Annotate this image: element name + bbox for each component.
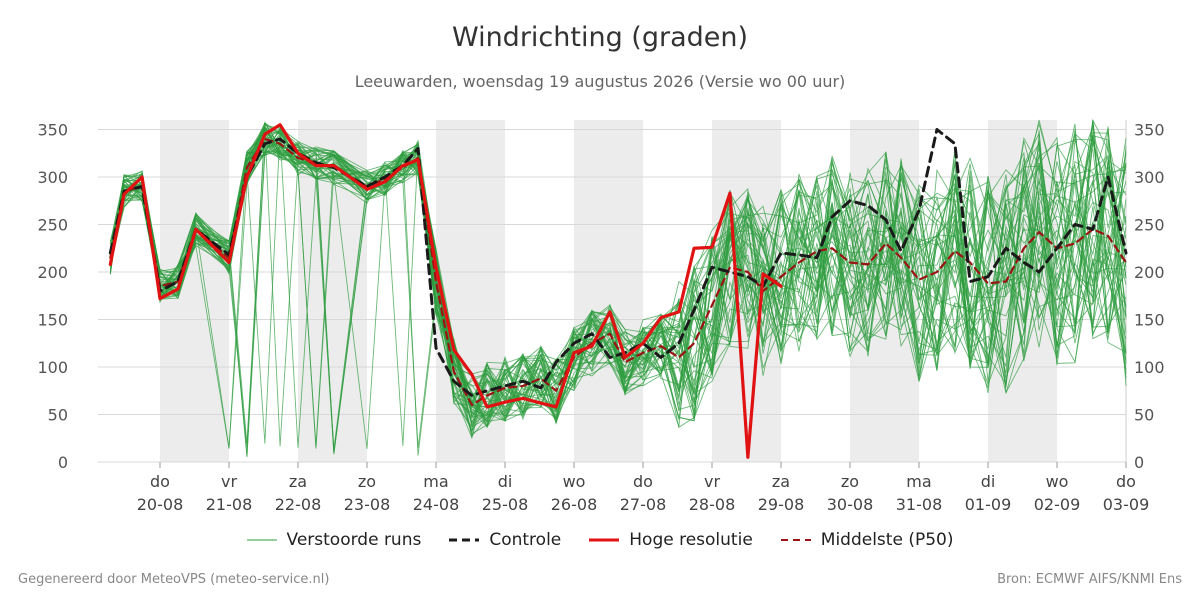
x-tick-date: 31-08	[896, 495, 943, 514]
footer-source: Bron: ECMWF AIFS/KNMI Ens	[997, 572, 1182, 587]
y-tick-label-right: 50	[1134, 406, 1154, 425]
x-tick-day: zo	[841, 472, 859, 491]
y-tick-label-left: 150	[37, 311, 68, 330]
x-tick-date: 28-08	[689, 495, 736, 514]
shaded-day-band	[574, 120, 643, 462]
series-middelste-p50	[109, 137, 1128, 407]
y-tick-label-right: 300	[1134, 168, 1165, 187]
y-tick-label-right: 0	[1134, 453, 1144, 472]
ensemble-member-line	[109, 123, 1127, 448]
legend-item-hoge-resolutie: Hoge resolutie	[589, 530, 753, 550]
ensemble-member-line	[109, 127, 1127, 423]
y-tick-label-right: 150	[1134, 311, 1165, 330]
chart-subtitle: Leeuwarden, woensdag 19 augustus 2026 (V…	[354, 72, 846, 91]
legend-item-middelste: Middelste (P50)	[780, 530, 954, 550]
x-tick-day: za	[772, 472, 790, 491]
x-tick-date: 21-08	[206, 495, 253, 514]
y-tick-label-left: 100	[37, 358, 68, 377]
x-tick-day: ma	[906, 472, 931, 491]
x-tick-day: do	[1116, 472, 1136, 491]
x-tick-date: 25-08	[482, 495, 529, 514]
x-tick-day: do	[633, 472, 653, 491]
chart-title: Windrichting (graden)	[451, 22, 749, 53]
y-tick-label-left: 350	[37, 121, 68, 140]
x-tick-day: zo	[358, 472, 376, 491]
y-tick-label-right: 100	[1134, 358, 1165, 377]
legend-label: Controle	[489, 530, 562, 550]
x-tick-date: 30-08	[827, 495, 874, 514]
ensemble-member-line	[109, 124, 1127, 426]
x-tick-day: wo	[563, 472, 586, 491]
x-tick-day: do	[150, 472, 170, 491]
y-tick-label-left: 300	[37, 168, 68, 187]
x-tick-date: 29-08	[758, 495, 805, 514]
x-tick-day: vr	[704, 472, 720, 491]
y-tick-label-right: 250	[1134, 216, 1165, 235]
x-tick-date: 22-08	[275, 495, 322, 514]
y-tick-label-left: 50	[48, 406, 68, 425]
legend-label: Hoge resolutie	[629, 530, 753, 550]
y-tick-label-left: 250	[37, 216, 68, 235]
x-tick-date: 26-08	[551, 495, 598, 514]
x-tick-day: ma	[423, 472, 448, 491]
x-tick-date: 24-08	[413, 495, 460, 514]
x-tick-date: 27-08	[620, 495, 667, 514]
y-tick-label-left: 0	[58, 453, 68, 472]
legend-label: Verstoorde runs	[286, 530, 422, 550]
x-tick-day: za	[289, 472, 307, 491]
x-tick-day: di	[981, 472, 996, 491]
y-tick-label-left: 200	[37, 263, 68, 282]
x-tick-date: 01-09	[965, 495, 1012, 514]
chart-legend: Verstoorde runs Controle Hoge resolutie …	[0, 530, 1200, 550]
x-tick-day: di	[498, 472, 513, 491]
ensemble-member-line	[109, 122, 1127, 414]
x-tick-date: 23-08	[344, 495, 391, 514]
footer-credit: Gegenereerd door MeteoVPS (meteo-service…	[18, 572, 330, 587]
y-tick-label-right: 200	[1134, 263, 1165, 282]
y-tick-label-right: 350	[1134, 121, 1165, 140]
series-hoge-resolutie	[108, 123, 783, 459]
legend-item-verstoorde-runs: Verstoorde runs	[246, 530, 422, 550]
x-tick-day: vr	[221, 472, 237, 491]
x-tick-date: 20-08	[137, 495, 184, 514]
legend-label: Middelste (P50)	[820, 530, 954, 550]
legend-item-controle: Controle	[449, 530, 561, 550]
x-tick-date: 03-09	[1103, 495, 1150, 514]
x-tick-date: 02-09	[1034, 495, 1081, 514]
x-tick-day: wo	[1046, 472, 1069, 491]
series-controle	[108, 128, 1128, 397]
